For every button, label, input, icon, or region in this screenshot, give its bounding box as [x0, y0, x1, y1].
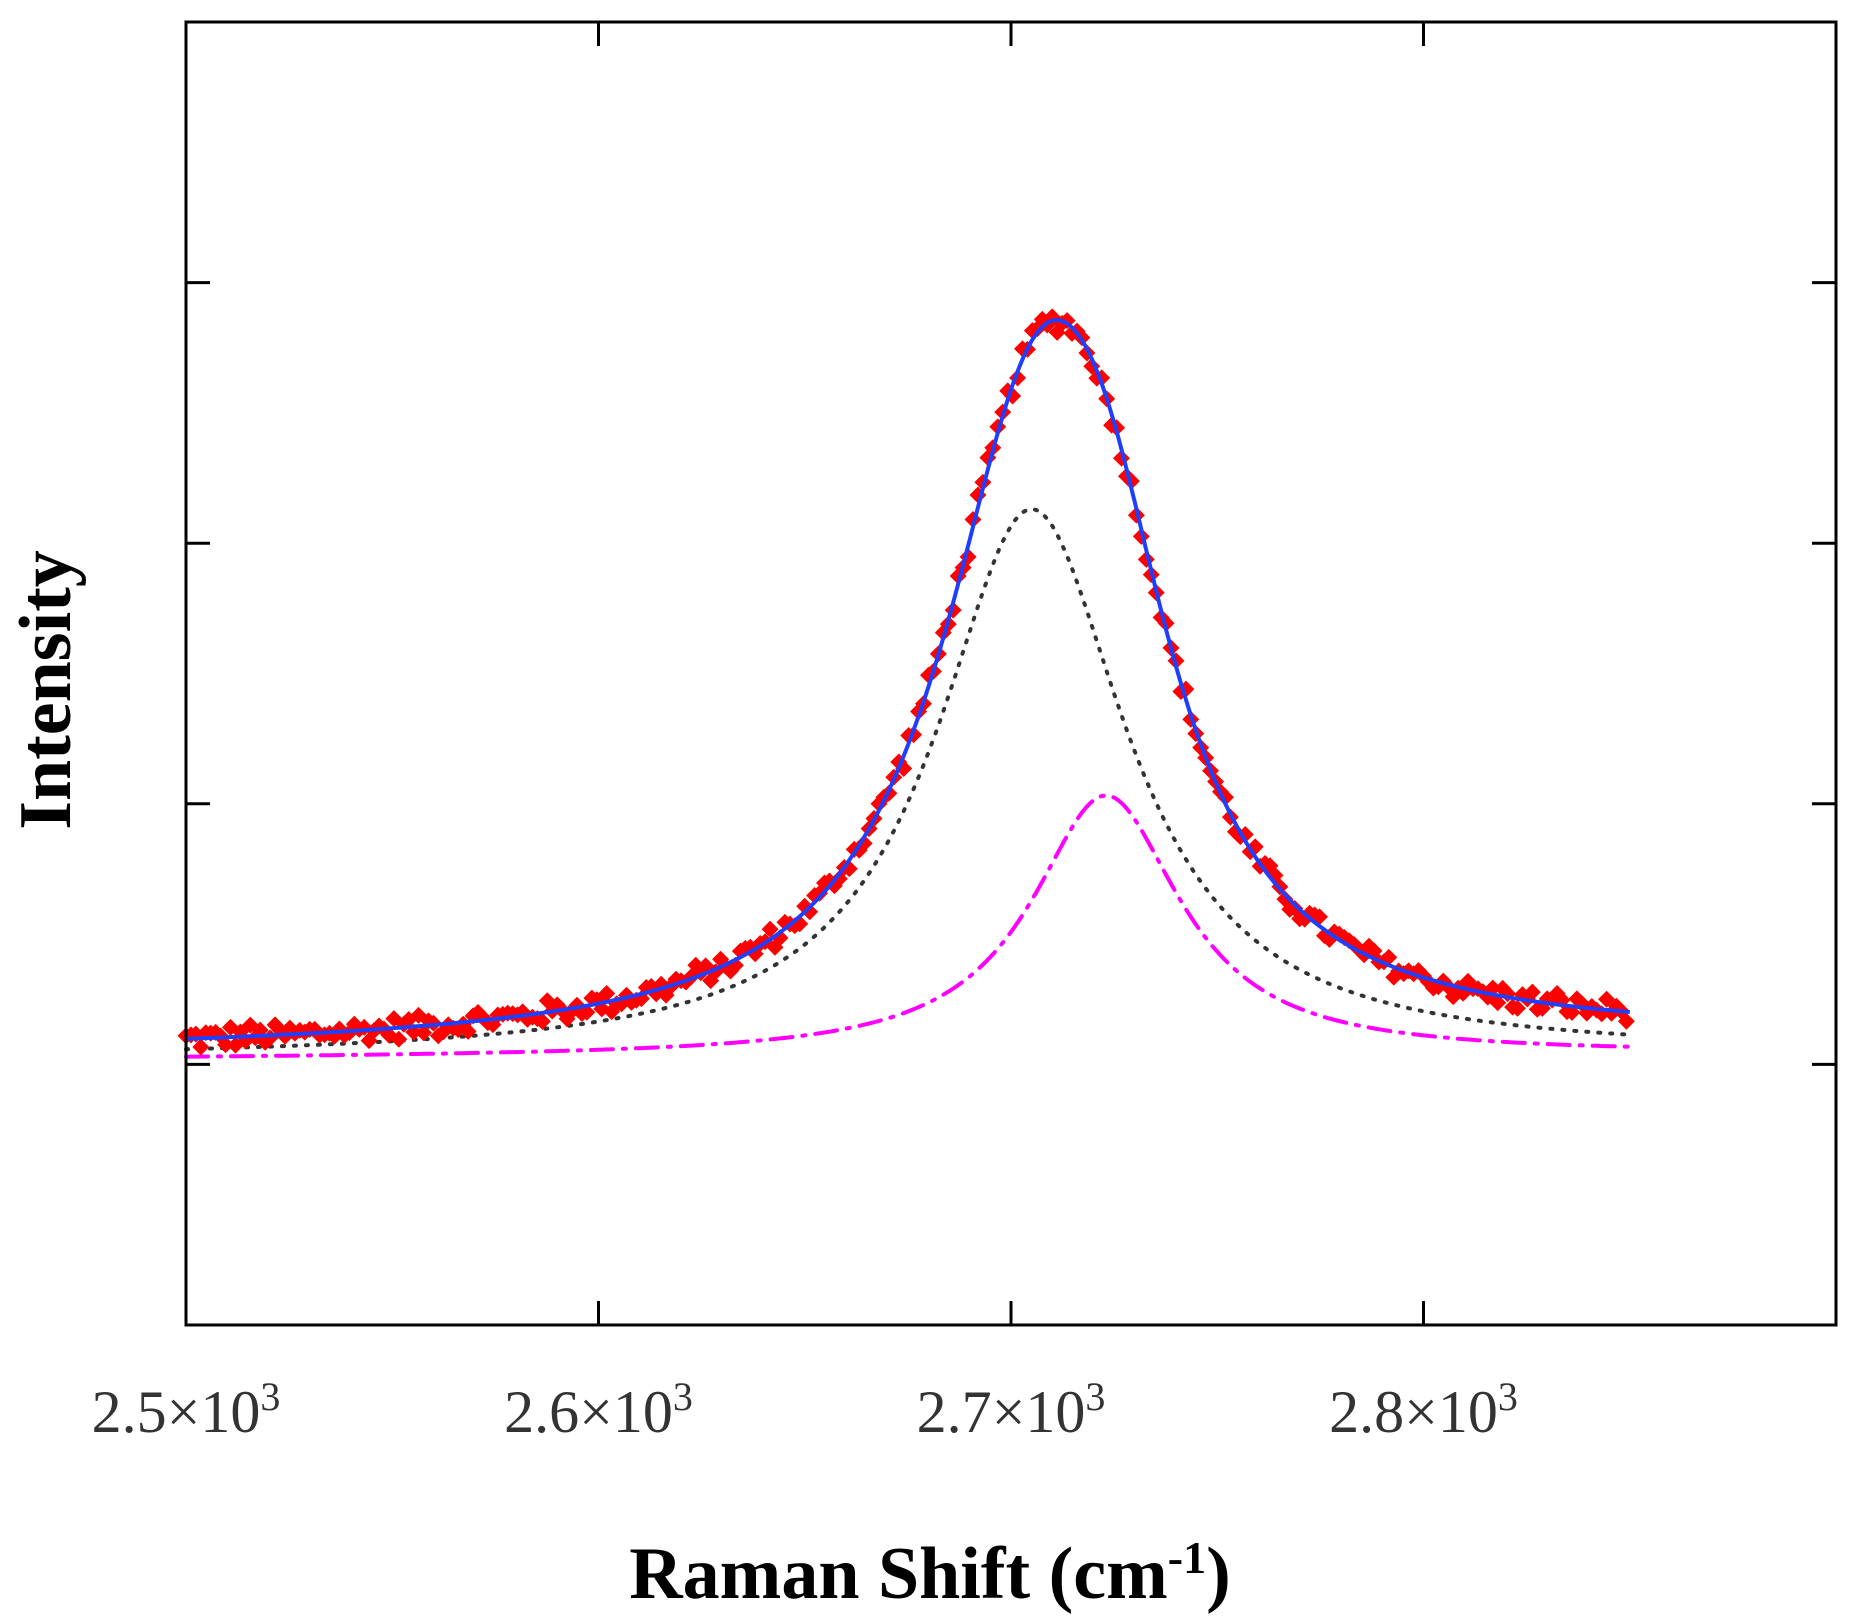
plot-area — [186, 22, 1836, 1325]
x-tick-label-3: 2.8×103 — [1329, 1374, 1518, 1446]
x-tick-label-exp-3: 3 — [1498, 1374, 1518, 1419]
y-axis-title: Intensity — [5, 550, 87, 830]
series-line-2 — [184, 507, 1632, 1052]
data-point-269 — [1509, 999, 1526, 1017]
x-tick-label-exp-0: 3 — [260, 1374, 280, 1419]
data-point-126 — [801, 903, 819, 921]
data-point-291 — [1617, 1012, 1635, 1030]
x-tick-label-base-2: 2.7×10 — [917, 1379, 1086, 1445]
x-tick-label-0: 2.5×103 — [92, 1374, 281, 1446]
x-axis-title-sup: -1 — [1168, 1532, 1206, 1583]
x-tick-label-exp-2: 3 — [1085, 1374, 1105, 1419]
x-tick-label-1: 2.6×103 — [504, 1374, 693, 1446]
x-tick-label-base-1: 2.6×10 — [504, 1379, 673, 1445]
x-axis-title-text: Raman Shift (cm — [629, 1533, 1168, 1615]
data-point-85 — [598, 985, 616, 1002]
data-point-272 — [1523, 983, 1541, 1001]
x-tick-label-2: 2.7×103 — [917, 1374, 1106, 1446]
x-axis-title: Raman Shift (cm-1) — [629, 1532, 1231, 1616]
data-point-13 — [241, 1016, 259, 1034]
plot-background — [186, 22, 1836, 1325]
x-tick-label-base-0: 2.5×10 — [92, 1379, 261, 1445]
labels-layer: Intensity Raman Shift (cm-1) — [5, 550, 1231, 1615]
data-point-265 — [1489, 994, 1507, 1012]
data-point-72 — [533, 1012, 551, 1030]
data-point-118 — [761, 920, 779, 938]
x-tick-label-exp-1: 3 — [673, 1374, 693, 1419]
axes-layer: 2.5×103 2.6×103 2.7×103 2.8×103 — [92, 20, 1838, 1446]
series-line-fit — [185, 317, 1630, 1041]
series-line-3 — [184, 793, 1632, 1059]
x-axis-title-close: ) — [1206, 1533, 1231, 1615]
x-tick-label-base-3: 2.8×10 — [1329, 1379, 1498, 1445]
